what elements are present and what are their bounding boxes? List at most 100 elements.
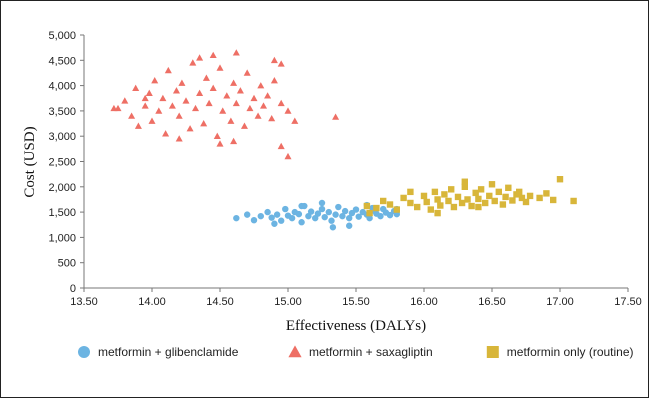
data-point bbox=[277, 142, 285, 150]
x-tick-label: 15.50 bbox=[342, 296, 370, 308]
data-point bbox=[213, 132, 221, 140]
data-point bbox=[352, 206, 360, 213]
data-point bbox=[172, 87, 180, 94]
data-point bbox=[175, 135, 183, 142]
data-point bbox=[407, 199, 414, 207]
data-point bbox=[175, 112, 183, 119]
data-point bbox=[216, 64, 224, 71]
data-point bbox=[243, 69, 251, 76]
data-point bbox=[151, 77, 159, 84]
data-point bbox=[254, 112, 262, 119]
data-point bbox=[182, 97, 190, 104]
data-point bbox=[482, 199, 489, 207]
data-point bbox=[278, 217, 285, 224]
data-point bbox=[502, 193, 509, 201]
data-point bbox=[321, 213, 328, 221]
legend-marker bbox=[78, 346, 90, 358]
legend-label: metformin + glibenclamide bbox=[98, 345, 239, 359]
data-point bbox=[114, 104, 122, 112]
data-point bbox=[298, 219, 305, 226]
data-point bbox=[434, 209, 441, 217]
data-point bbox=[277, 99, 285, 107]
data-point bbox=[464, 196, 471, 203]
legend-marker bbox=[288, 345, 302, 358]
data-point bbox=[516, 188, 523, 196]
data-point bbox=[518, 194, 526, 202]
y-tick-label: 4,500 bbox=[48, 55, 76, 67]
y-tick-label: 1,500 bbox=[48, 207, 76, 219]
data-point bbox=[209, 51, 217, 59]
data-point bbox=[318, 205, 326, 213]
data-point bbox=[328, 217, 335, 224]
data-point bbox=[468, 202, 475, 210]
data-point bbox=[505, 184, 512, 192]
data-point bbox=[196, 54, 204, 61]
data-point bbox=[132, 84, 140, 91]
y-tick-label: 3,000 bbox=[48, 131, 76, 143]
data-point bbox=[556, 176, 564, 183]
data-point bbox=[386, 211, 394, 219]
data-point bbox=[526, 192, 534, 200]
data-point bbox=[219, 107, 227, 114]
data-point bbox=[257, 82, 265, 89]
data-point bbox=[393, 206, 400, 213]
data-point bbox=[162, 130, 170, 137]
data-point bbox=[273, 211, 281, 218]
data-point bbox=[205, 99, 213, 107]
data-point bbox=[288, 214, 296, 222]
data-point bbox=[450, 203, 458, 211]
data-point bbox=[461, 183, 468, 190]
data-point bbox=[232, 49, 240, 56]
x-tick-label: 14.00 bbox=[138, 296, 166, 308]
data-point bbox=[236, 87, 244, 94]
data-point bbox=[332, 113, 340, 120]
data-point bbox=[543, 190, 550, 197]
data-point bbox=[233, 214, 240, 222]
data-point bbox=[477, 186, 485, 193]
y-tick-label: 500 bbox=[58, 258, 76, 270]
data-point bbox=[332, 211, 339, 218]
data-point bbox=[284, 152, 292, 160]
y-tick-label: 2,500 bbox=[48, 157, 76, 169]
data-point bbox=[268, 214, 275, 221]
data-point bbox=[178, 79, 186, 86]
data-point bbox=[346, 214, 353, 222]
data-point bbox=[499, 201, 507, 208]
data-point bbox=[277, 60, 285, 67]
data-point bbox=[271, 220, 278, 227]
data-point bbox=[260, 102, 268, 109]
data-point bbox=[192, 104, 200, 112]
data-point bbox=[196, 89, 204, 97]
data-point bbox=[448, 186, 455, 193]
data-point bbox=[202, 74, 210, 81]
data-point bbox=[189, 59, 197, 66]
data-point bbox=[250, 94, 258, 102]
data-point bbox=[355, 213, 362, 220]
data-point bbox=[454, 193, 462, 201]
data-point bbox=[570, 197, 577, 205]
data-point bbox=[223, 92, 231, 99]
data-point bbox=[400, 194, 407, 202]
data-point bbox=[427, 206, 434, 213]
data-point bbox=[264, 92, 272, 99]
y-tick-label: 1,000 bbox=[48, 232, 76, 244]
y-tick-label: 4,000 bbox=[48, 81, 76, 93]
data-point bbox=[363, 202, 371, 210]
data-point bbox=[441, 191, 448, 198]
data-point bbox=[250, 216, 258, 224]
data-point bbox=[209, 84, 217, 91]
data-point bbox=[386, 201, 394, 208]
data-point bbox=[325, 208, 332, 216]
data-point bbox=[491, 197, 498, 205]
data-point bbox=[318, 199, 326, 207]
data-point bbox=[246, 104, 254, 112]
data-point bbox=[461, 178, 468, 185]
x-tick-label: 15.00 bbox=[274, 296, 302, 308]
data-point bbox=[159, 94, 167, 102]
data-point bbox=[268, 114, 276, 122]
data-point bbox=[339, 212, 346, 220]
data-point bbox=[145, 89, 153, 97]
data-point bbox=[270, 56, 278, 64]
x-tick-label: 16.00 bbox=[410, 296, 438, 308]
